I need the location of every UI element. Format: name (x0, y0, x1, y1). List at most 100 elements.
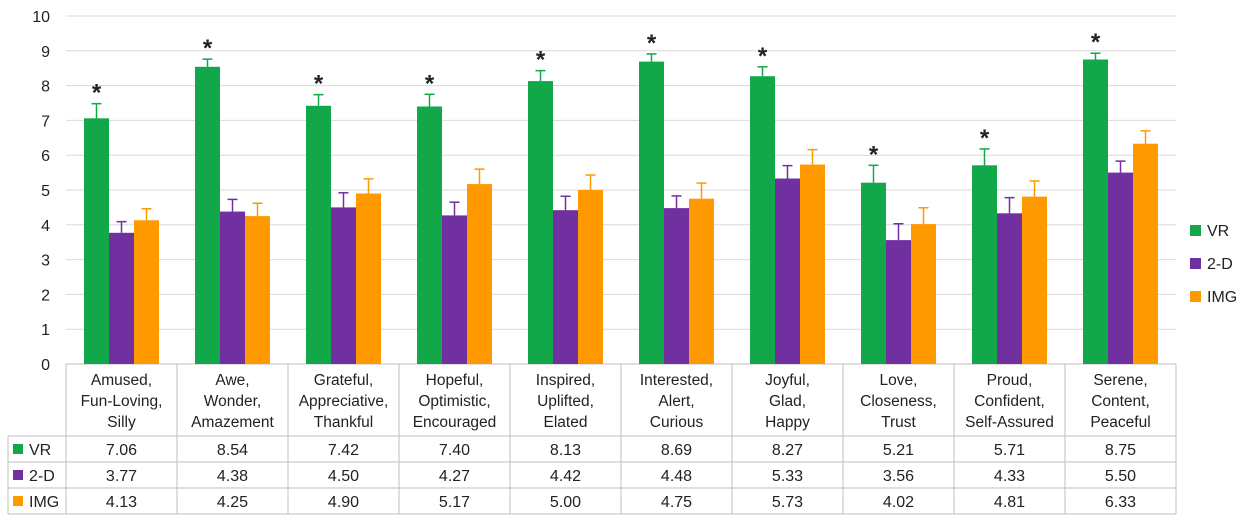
data-label: 4.48 (661, 468, 692, 485)
bar-2-d (775, 178, 800, 364)
x-tick-label: Hopeful, (426, 372, 484, 389)
table-series-swatch (13, 444, 23, 454)
bar-2-d (664, 208, 689, 364)
y-tick-label: 4 (41, 218, 50, 235)
table-series-name: VR (29, 442, 51, 459)
y-tick-label: 9 (41, 44, 50, 61)
x-tick-label: Appreciative, (299, 393, 389, 410)
data-label: 5.71 (994, 442, 1025, 459)
bar-img (467, 184, 492, 364)
x-tick-label: Peaceful (1090, 414, 1150, 431)
table-series-swatch (13, 496, 23, 506)
data-label: 4.02 (883, 494, 914, 511)
data-label: 4.38 (217, 468, 248, 485)
data-label: 8.13 (550, 442, 581, 459)
x-tick-label: Awe, (215, 372, 249, 389)
y-tick-label: 8 (41, 79, 50, 96)
data-label: 3.77 (106, 468, 137, 485)
data-label: 8.69 (661, 442, 692, 459)
x-tick-label: Elated (544, 414, 588, 431)
significance-marker: * (203, 35, 213, 62)
significance-marker: * (869, 141, 879, 168)
x-tick-label: Grateful, (314, 372, 373, 389)
x-tick-label: Trust (881, 414, 916, 431)
x-tick-label: Optimistic, (418, 393, 490, 410)
x-tick-label: Glad, (769, 393, 806, 410)
data-label: 4.13 (106, 494, 137, 511)
table-series-swatch (13, 470, 23, 480)
x-tick-label: Amused, (91, 372, 152, 389)
legend-swatch (1190, 225, 1201, 236)
data-label: 3.56 (883, 468, 914, 485)
bar-vr (972, 165, 997, 364)
x-tick-label: Interested, (640, 372, 713, 389)
data-label: 5.33 (772, 468, 803, 485)
significance-marker: * (314, 71, 324, 98)
bar-img (1022, 196, 1047, 364)
y-tick-label: 1 (41, 322, 50, 339)
legend: VR 2-D IMG (1190, 223, 1237, 306)
data-label: 4.42 (550, 468, 581, 485)
x-tick-label: Encouraged (413, 414, 497, 431)
bar-img (1133, 143, 1158, 364)
significance-marker: * (425, 70, 435, 97)
legend-swatch (1190, 258, 1201, 269)
data-label: 5.73 (772, 494, 803, 511)
data-label: 4.33 (994, 468, 1025, 485)
y-tick-label: 2 (41, 287, 50, 304)
bar-vr (861, 182, 886, 364)
data-label: 5.00 (550, 494, 581, 511)
bar-img (578, 190, 603, 364)
bar-img (356, 193, 381, 364)
bar-2-d (220, 211, 245, 364)
data-label: 4.90 (328, 494, 359, 511)
y-axis: 0 1 2 3 4 5 6 7 8 9 10 (32, 9, 50, 374)
bar-vr (195, 66, 220, 365)
data-table: Amused, Fun-Loving, Silly Awe, Wonder, Amazem… (7, 364, 1177, 515)
x-tick-label: Love, (880, 372, 918, 389)
data-label: 8.27 (772, 442, 803, 459)
data-label: 5.50 (1105, 468, 1136, 485)
bar-img (689, 198, 714, 364)
bar-vr (306, 105, 331, 364)
significance-marker: * (536, 47, 546, 74)
bar-2-d (331, 207, 356, 364)
legend-label: 2-D (1207, 256, 1233, 273)
data-label: 4.50 (328, 468, 359, 485)
significance-marker: * (980, 125, 990, 152)
legend-label: IMG (1207, 289, 1237, 306)
bar-2-d (997, 213, 1022, 364)
table-series-name: IMG (29, 494, 59, 511)
x-tick-label: Proud, (987, 372, 1033, 389)
data-label: 4.27 (439, 468, 470, 485)
significance-marker: * (647, 30, 657, 57)
data-label: 4.25 (217, 494, 248, 511)
x-tick-label: Serene, (1093, 372, 1147, 389)
significance-marker: * (758, 43, 768, 70)
bar-2-d (109, 232, 134, 364)
legend-swatch (1190, 291, 1201, 302)
data-label: 5.17 (439, 494, 470, 511)
bar-2-d (442, 215, 467, 364)
x-tick-label: Amazement (191, 414, 274, 431)
significance-marker: * (1091, 29, 1101, 56)
bar-img (911, 224, 936, 364)
data-label: 4.81 (994, 494, 1025, 511)
x-tick-label: Alert, (658, 393, 694, 410)
y-tick-label: 10 (32, 9, 50, 26)
bar-vr (417, 106, 442, 364)
data-label: 8.75 (1105, 442, 1136, 459)
x-tick-label: Curious (650, 414, 704, 431)
data-label: 7.40 (439, 442, 470, 459)
bar-img (800, 164, 825, 364)
bars: * * * * * * * * * * (84, 29, 1158, 365)
y-tick-label: 0 (41, 357, 50, 374)
x-tick-label: Inspired, (536, 372, 595, 389)
x-tick-label: Closeness, (860, 393, 937, 410)
y-tick-label: 6 (41, 148, 50, 165)
table-series-name: 2-D (29, 468, 55, 485)
bar-vr (639, 61, 664, 364)
bar-2-d (886, 240, 911, 364)
significance-marker: * (92, 80, 102, 107)
y-tick-label: 7 (41, 113, 50, 130)
